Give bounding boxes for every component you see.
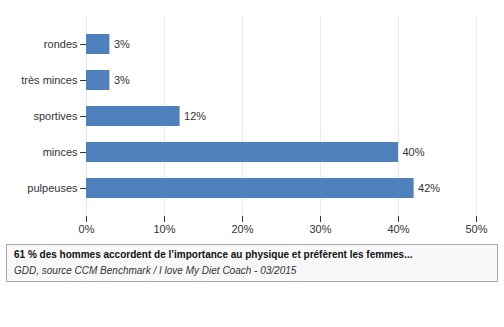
- svg-text:0%: 0%: [79, 223, 95, 235]
- svg-text:40%: 40%: [387, 223, 409, 235]
- svg-text:30%: 30%: [309, 223, 331, 235]
- svg-text:40%: 40%: [403, 146, 425, 158]
- svg-text:pulpeuses: pulpeuses: [27, 182, 78, 194]
- svg-text:20%: 20%: [231, 223, 253, 235]
- svg-text:3%: 3%: [114, 38, 130, 50]
- svg-text:très minces: très minces: [21, 74, 78, 86]
- svg-text:sportives: sportives: [33, 110, 78, 122]
- html-text:61 % des hommes accordent de l: 61 % des hommes accordent de l’importanc…: [14, 249, 413, 260]
- svg-text:minces: minces: [43, 146, 78, 158]
- svg-text:42%: 42%: [418, 182, 440, 194]
- svg-text:12%: 12%: [184, 110, 206, 122]
- svg-text:50%: 50%: [465, 223, 487, 235]
- svg-text:3%: 3%: [114, 74, 130, 86]
- svg-text:10%: 10%: [153, 223, 175, 235]
- html-text:GDD, source CCM Benchmark / I: GDD, source CCM Benchmark / I love My Di…: [14, 264, 297, 276]
- svg-text:rondes: rondes: [44, 38, 78, 50]
